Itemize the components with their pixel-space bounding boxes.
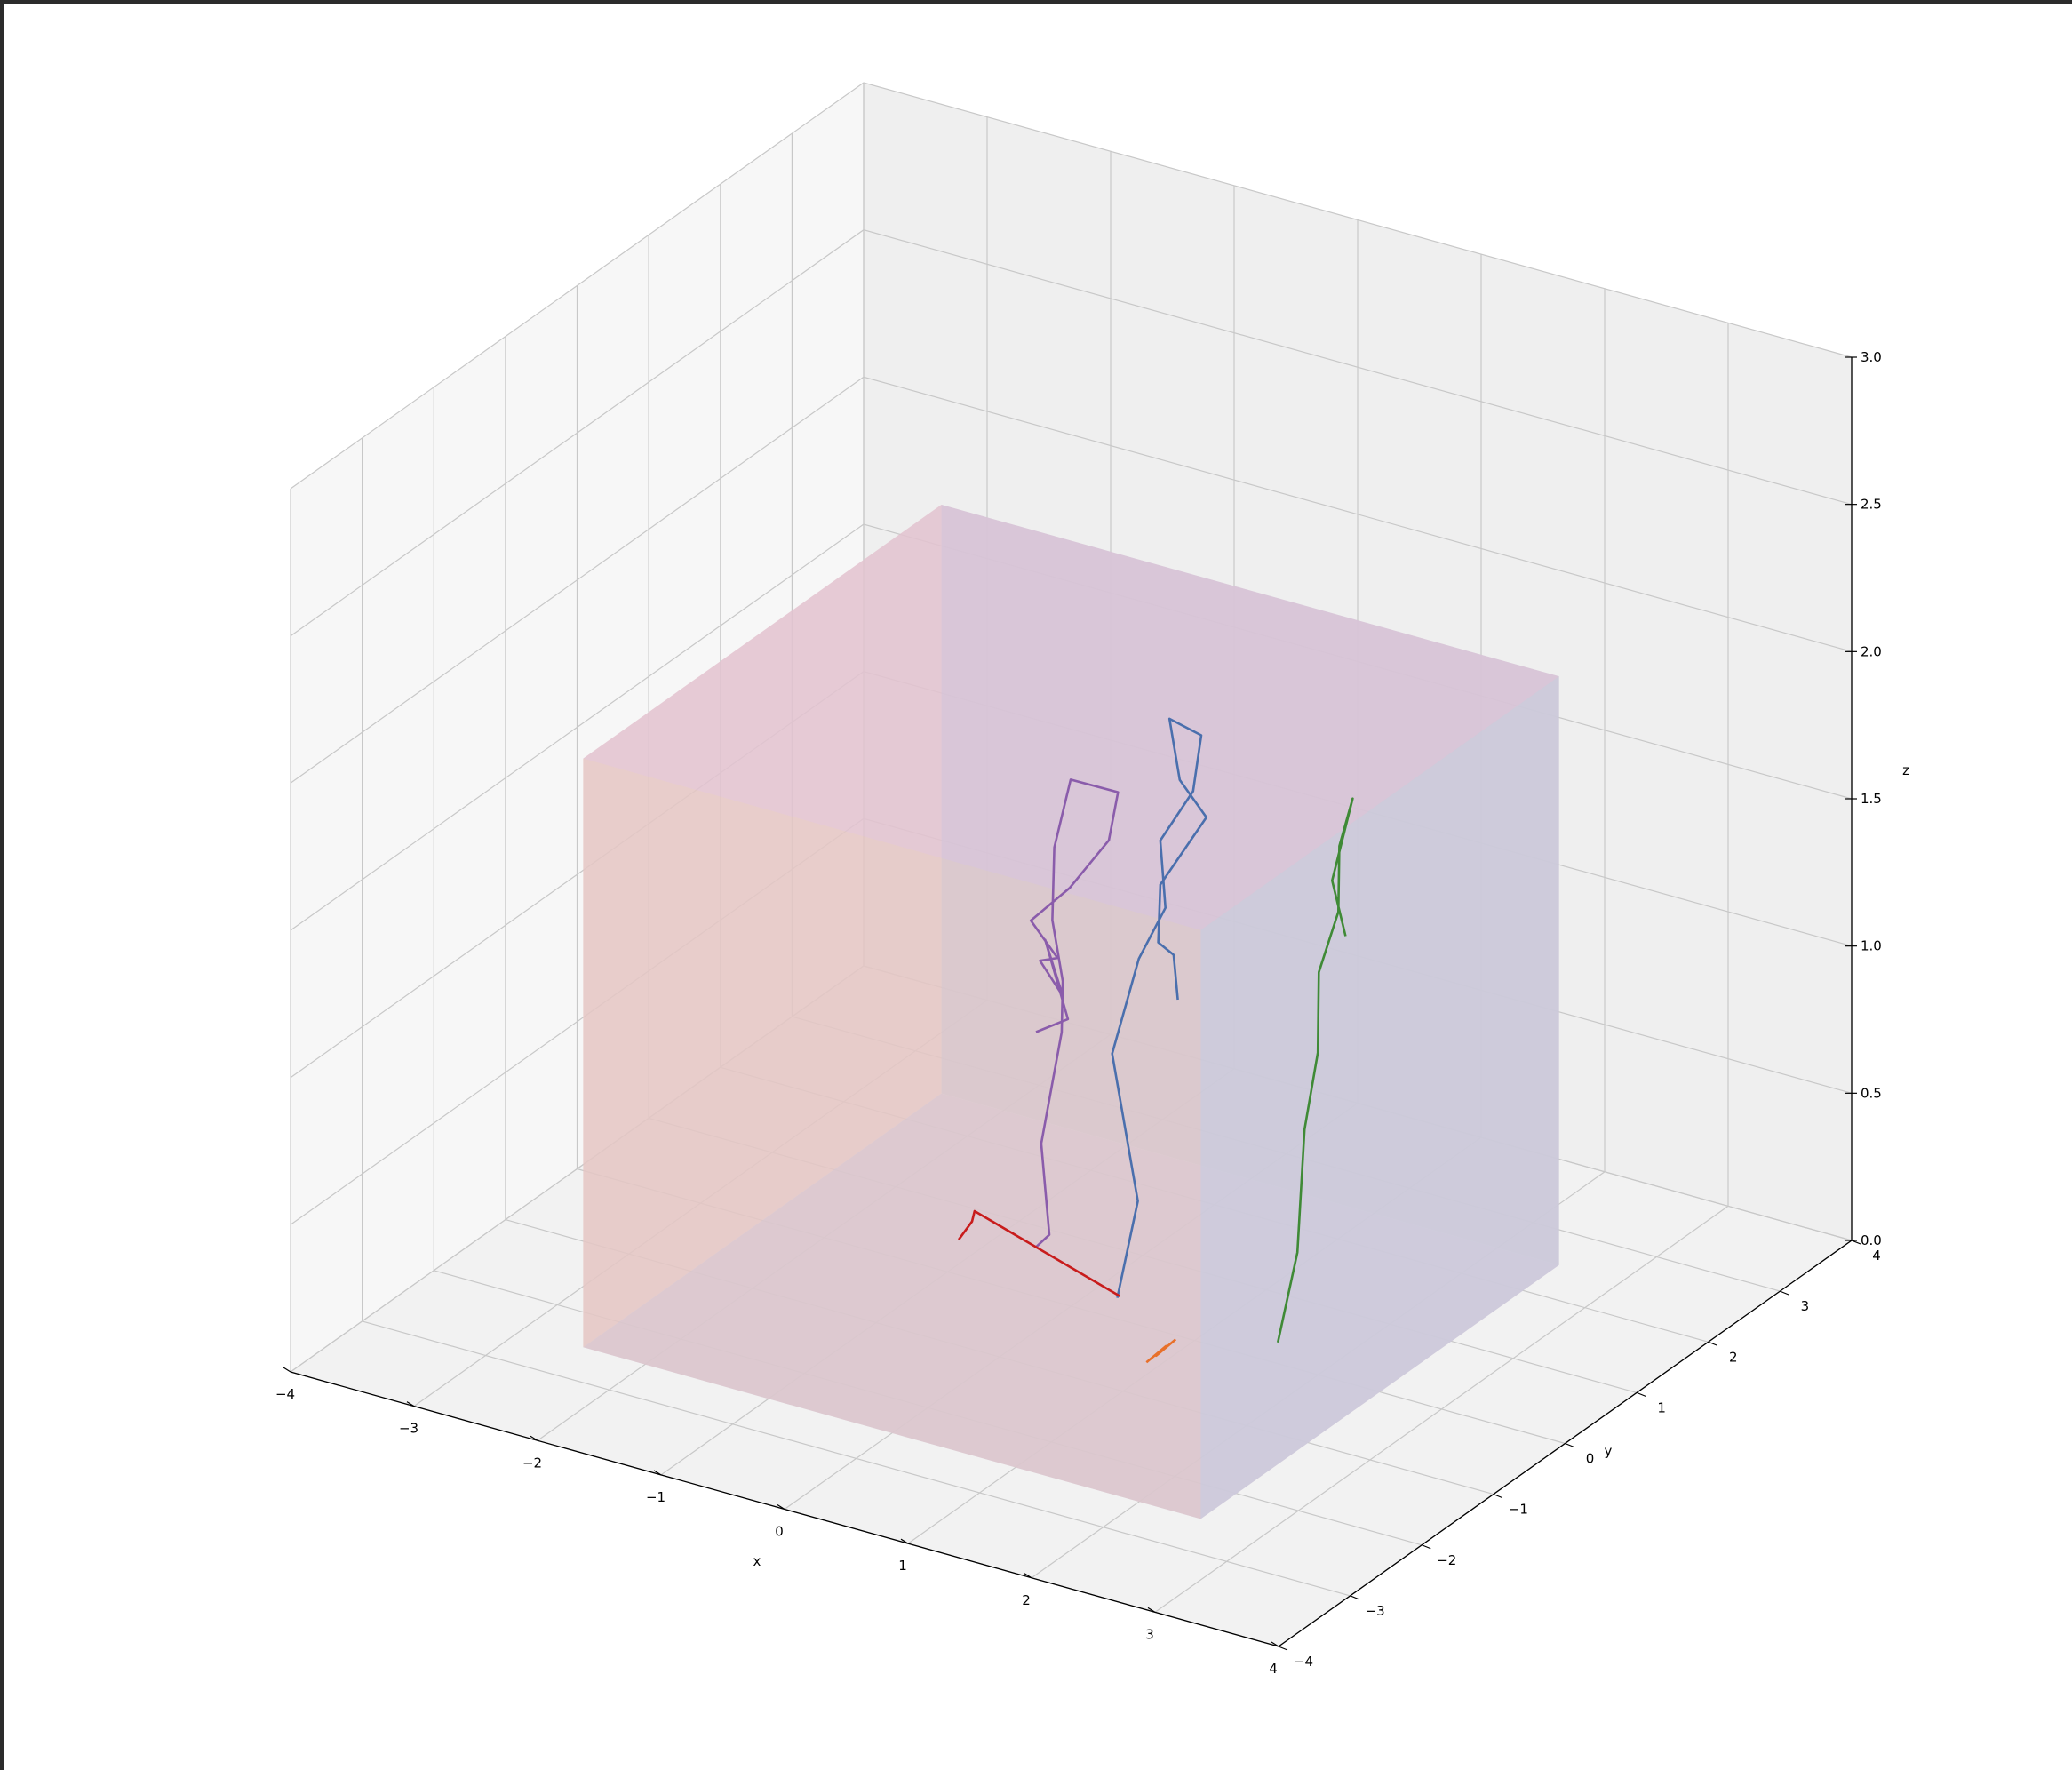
y-tick-label: −1 [1509,1502,1528,1518]
x-tick-label: 0 [775,1524,784,1540]
y-tick-label: 1 [1657,1399,1666,1415]
x-tick [900,1538,909,1544]
y-tick-label: −2 [1437,1552,1456,1568]
y-tick-label: 3 [1801,1298,1810,1314]
x-tick [283,1367,291,1373]
y-tick-label: −3 [1366,1603,1385,1619]
series-group [957,717,1354,1364]
y-axis-title: y [1605,1443,1613,1459]
z-tick-label: 2.0 [1861,643,1882,659]
box-right-face [1200,676,1559,1519]
grid-line-z [290,229,1853,637]
y-tick [1350,1595,1359,1600]
series-line-2 [1111,717,1208,1298]
z-tick-label: 1.0 [1861,938,1882,954]
x-tick-label: −4 [275,1386,295,1402]
y-tick-label: −4 [1294,1654,1313,1670]
x-tick-label: 2 [1022,1592,1031,1608]
y-tick [1636,1391,1646,1397]
series-line-3 [1276,797,1354,1343]
y-tick [1493,1494,1503,1499]
window-left-border [0,0,4,1770]
y-tick [1851,1240,1861,1245]
y-tick [1565,1442,1574,1448]
y-tick [1708,1341,1717,1346]
y-tick-label: 4 [1872,1248,1881,1264]
y-tick-label: 0 [1586,1451,1595,1467]
y-tick [1422,1544,1431,1550]
series-line-1 [1029,778,1120,1248]
x-tick-label: 1 [898,1558,907,1574]
x-tick [1024,1573,1032,1579]
x-tick [406,1401,415,1407]
series-line-5 [957,1209,1121,1297]
tick-marks [283,356,1861,1651]
grid-line-z [290,82,1853,490]
shaded-box [583,505,1559,1519]
x-tick [1147,1607,1156,1613]
x-tick-label: 4 [1269,1661,1278,1677]
z-tick-label: 0.0 [1861,1232,1882,1248]
x-tick-label: −1 [646,1489,665,1505]
z-tick-label: 1.5 [1861,791,1882,807]
y-tick [1780,1290,1789,1296]
z-tick-label: 2.5 [1861,497,1882,513]
x-tick-label: −2 [522,1455,542,1471]
z-axis-title: z [1902,762,1909,778]
x-tick-label: 3 [1145,1626,1154,1642]
box-front-face [583,758,1201,1519]
box-top-face [583,505,1559,930]
series-line-4 [1145,1338,1177,1364]
grid-line-z [290,376,1853,784]
x-tick [530,1435,538,1441]
x-tick-label: −3 [399,1421,418,1437]
y-tick [1278,1646,1288,1651]
z-tick-label: 3.0 [1861,349,1882,365]
window-top-border [0,0,2072,4]
x-tick [1271,1641,1279,1647]
y-tick-label: 2 [1729,1349,1738,1365]
x-axis-title: x [753,1553,761,1569]
x-tick [653,1470,662,1476]
z-tick-label: 0.5 [1861,1085,1882,1101]
x-tick [777,1503,785,1511]
